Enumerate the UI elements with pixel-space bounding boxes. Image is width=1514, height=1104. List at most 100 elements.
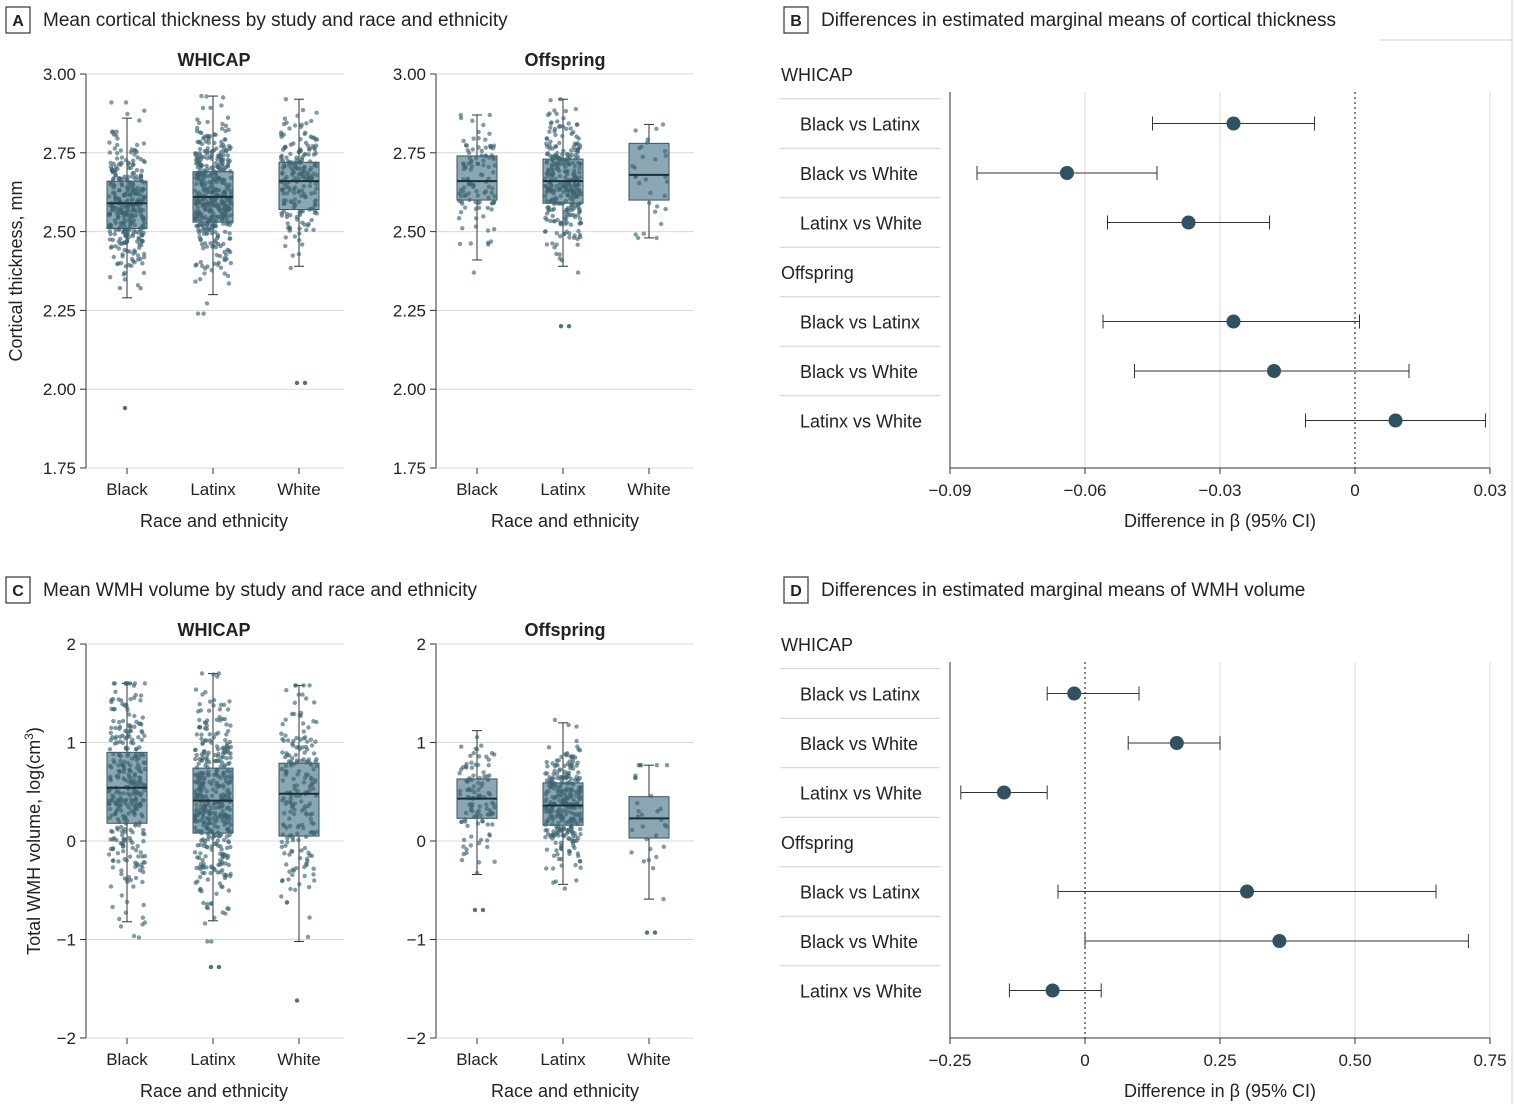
jitter-point — [114, 838, 119, 843]
jitter-point — [641, 859, 647, 864]
jitter-point — [113, 725, 118, 731]
jitter-point — [640, 824, 645, 829]
jitter-point — [547, 129, 552, 134]
jitter-point — [569, 826, 574, 832]
jitter-point — [208, 105, 213, 111]
jitter-point — [204, 301, 210, 306]
jitter-point — [546, 199, 552, 205]
y-tick-label-1: 2.00 — [393, 380, 426, 399]
jitter-point — [141, 839, 146, 844]
jitter-point — [299, 758, 304, 763]
jitter-point — [298, 855, 303, 861]
forest-row: Black vs Latinx — [780, 685, 1140, 719]
jitter-point — [476, 129, 481, 135]
jitter-point — [486, 164, 491, 170]
jitter-point — [479, 153, 484, 158]
jitter-point — [119, 893, 125, 898]
jitter-point — [218, 775, 223, 780]
jitter-point — [225, 273, 231, 279]
jitter-point — [558, 840, 564, 846]
jitter-point — [222, 793, 228, 799]
jitter-point — [571, 797, 576, 803]
jitter-point — [463, 143, 469, 148]
jitter-point — [296, 837, 301, 843]
outlier-point — [302, 380, 308, 386]
jitter-point — [474, 813, 479, 818]
jitter-point — [220, 95, 226, 100]
jitter-point — [199, 770, 204, 776]
jitter-point — [574, 134, 579, 139]
jitter-point — [486, 184, 491, 189]
jitter-point — [314, 110, 319, 115]
jitter-point — [646, 858, 651, 863]
jitter-point — [548, 125, 553, 130]
jitter-point — [216, 862, 221, 868]
x-tick-label-black: Black — [106, 480, 148, 499]
y-tick-label-4: 2.75 — [393, 144, 426, 163]
jitter-point — [121, 763, 126, 768]
jitter-point — [225, 157, 231, 163]
jitter-points — [457, 735, 498, 876]
jitter-point — [141, 141, 147, 146]
jitter-point — [572, 163, 577, 169]
jitter-point — [299, 242, 305, 247]
jitter-point — [117, 916, 122, 922]
jitter-point — [311, 786, 316, 792]
jitter-point — [279, 767, 285, 772]
jitter-point — [575, 270, 581, 275]
jitter-point — [194, 765, 200, 770]
jitter-point — [201, 843, 207, 848]
jitter-point — [557, 806, 562, 812]
jitter-point — [110, 904, 115, 910]
jitter-point — [468, 159, 474, 165]
jitter-point — [119, 698, 124, 703]
jitter-point — [204, 163, 209, 169]
jitter-point — [577, 175, 582, 180]
jitter-point — [573, 153, 578, 158]
jitter-point — [481, 158, 486, 163]
jitter-point — [543, 835, 548, 840]
jitter-point — [284, 799, 289, 805]
jitter-points — [629, 763, 670, 902]
jitter-point — [311, 751, 317, 756]
jitter-point — [309, 781, 315, 786]
x-tick-label-black: Black — [106, 1050, 148, 1069]
jitter-point — [557, 174, 562, 179]
jitter-point — [492, 805, 498, 810]
jitter-point — [228, 169, 233, 174]
chart-a-offspring-title: Offspring — [525, 50, 606, 70]
jitter-point — [309, 743, 315, 748]
jitter-point — [221, 770, 226, 775]
jitter-point — [485, 838, 490, 843]
jitter-point — [112, 811, 118, 817]
jitter-point — [138, 693, 144, 698]
jitter-point — [575, 744, 580, 749]
chart-a-offspring-x-axis-label: Race and ethnicity — [491, 511, 639, 531]
jitter-point — [557, 785, 563, 790]
jitter-point — [200, 870, 205, 876]
jitter-point — [142, 853, 148, 859]
jitter-point — [484, 806, 489, 811]
jitter-point — [220, 121, 225, 127]
jitter-point — [199, 732, 204, 737]
jitter-point — [141, 760, 146, 765]
jitter-point — [293, 203, 298, 208]
jitter-point — [224, 873, 229, 878]
jitter-point — [138, 698, 143, 703]
jitter-point — [548, 139, 553, 144]
jitter-point — [107, 140, 112, 145]
jitter-point — [126, 732, 131, 737]
jitter-point — [468, 753, 473, 758]
jitter-point — [205, 769, 211, 774]
jitter-point — [125, 213, 130, 218]
jitter-point — [126, 875, 132, 880]
jitter-point — [312, 190, 317, 195]
jitter-point — [198, 851, 203, 856]
y-tick-label-2: 0 — [67, 832, 76, 851]
jitter-point — [297, 713, 302, 718]
jitter-point — [141, 251, 147, 257]
jitter-point — [543, 792, 549, 797]
jitter-point — [110, 180, 115, 185]
jitter-point — [138, 850, 143, 855]
jitter-point — [644, 836, 649, 842]
